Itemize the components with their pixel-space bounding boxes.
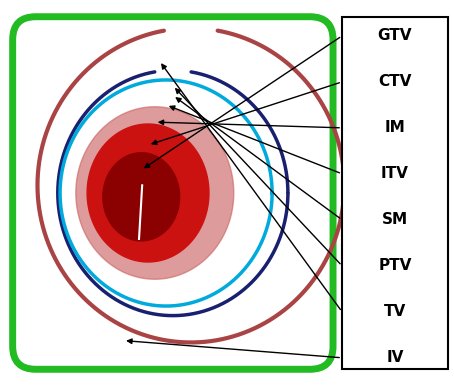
Text: IV: IV xyxy=(386,350,404,365)
Text: IM: IM xyxy=(385,120,405,135)
Polygon shape xyxy=(76,107,234,279)
Text: TV: TV xyxy=(384,304,406,319)
Text: GTV: GTV xyxy=(378,29,412,43)
Polygon shape xyxy=(103,153,180,241)
FancyBboxPatch shape xyxy=(13,17,333,369)
Text: ITV: ITV xyxy=(381,166,409,181)
Polygon shape xyxy=(87,124,209,262)
Text: PTV: PTV xyxy=(378,258,411,273)
Text: SM: SM xyxy=(382,212,408,227)
Text: CTV: CTV xyxy=(378,74,411,90)
FancyBboxPatch shape xyxy=(342,17,448,369)
